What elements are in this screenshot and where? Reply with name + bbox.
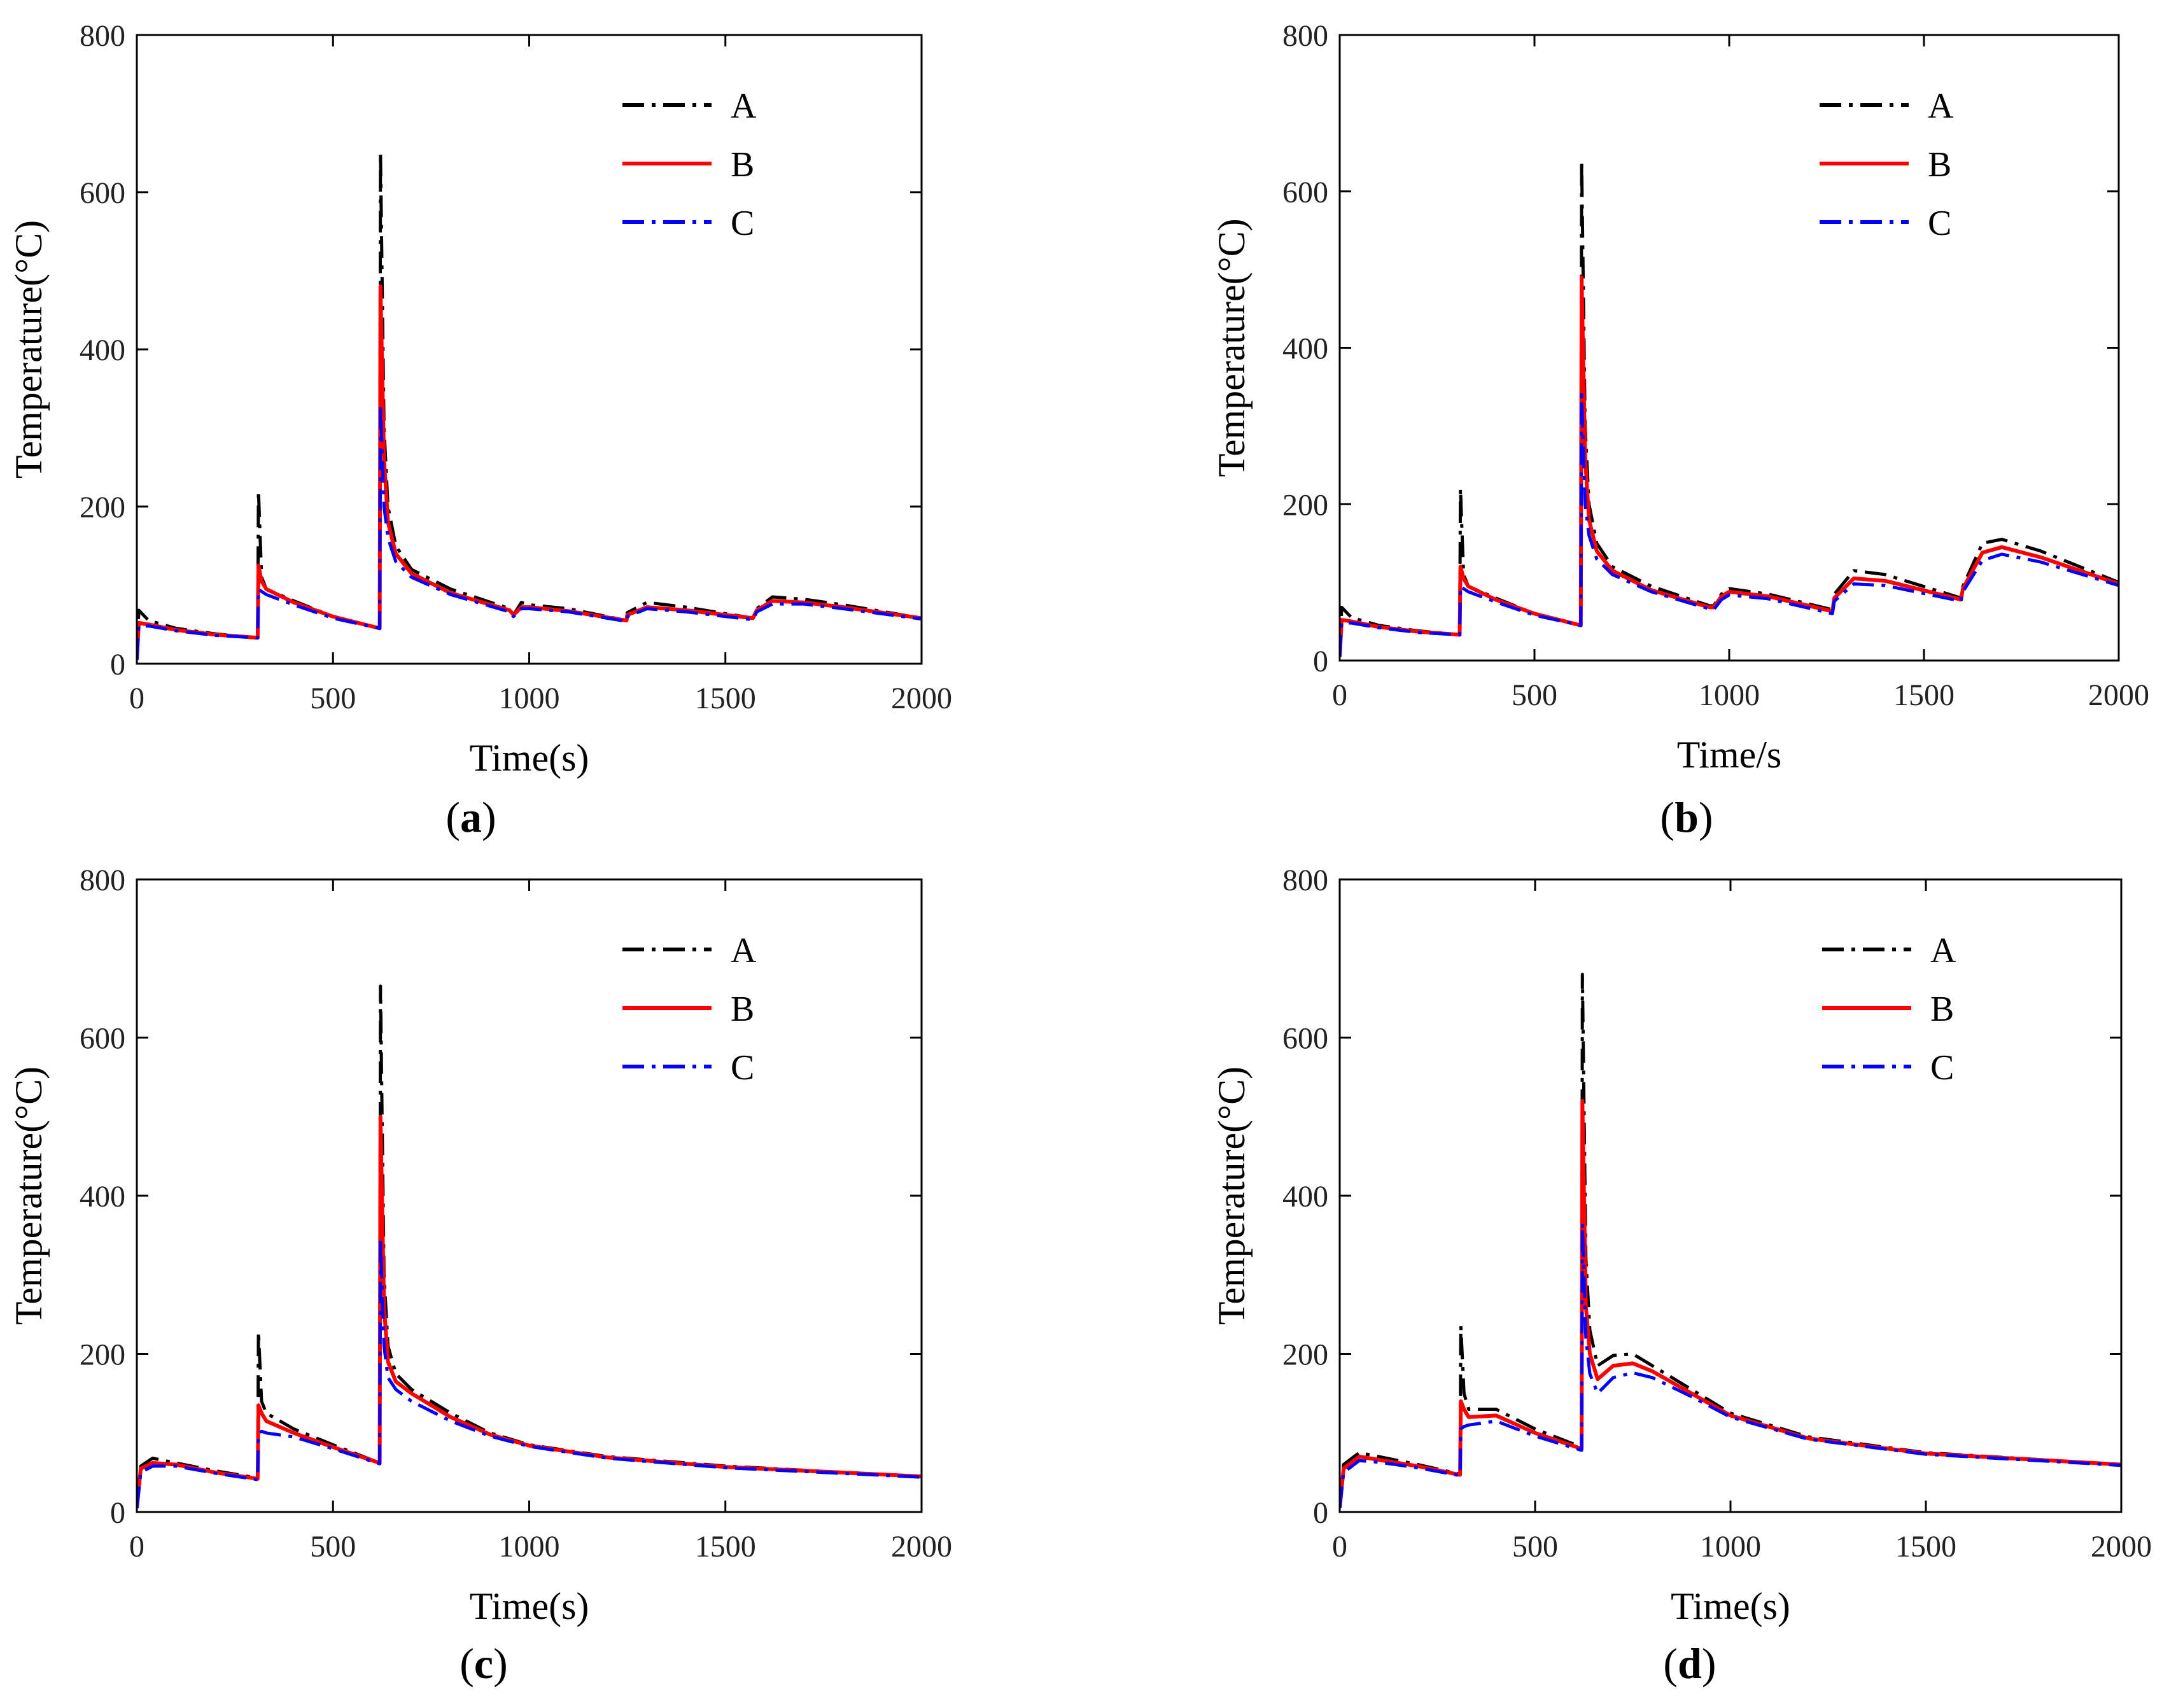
x-tick-label: 0 xyxy=(1332,678,1347,712)
x-tick-label: 1500 xyxy=(1895,1530,1956,1564)
legend-label-c: C xyxy=(731,204,754,243)
series-line-c xyxy=(1340,1222,2121,1509)
y-tick-label: 400 xyxy=(80,1180,125,1214)
legend-label-c: C xyxy=(1928,204,1951,243)
caption-d-letter: d xyxy=(1678,1639,1702,1688)
legend-label-b: B xyxy=(731,990,754,1029)
chart-c-svg: 0 500 1000 1500 2000 0 200 400 600 800 Time(s) Temp… xyxy=(8,864,952,1627)
caption-c-letter: c xyxy=(474,1639,494,1688)
y-tick-label: 600 xyxy=(1282,176,1328,209)
y-tick-label: 200 xyxy=(1282,1338,1328,1372)
x-tick-label: 1000 xyxy=(1700,1530,1761,1564)
x-tick-label: 1500 xyxy=(1893,678,1955,712)
x-tick-label: 2000 xyxy=(891,1530,952,1564)
x-tick-label: 2000 xyxy=(2088,678,2149,712)
y-tick-label: 600 xyxy=(80,1022,125,1056)
series-line-c xyxy=(1340,393,2119,657)
y-axis-label: Temperature(°C) xyxy=(1211,1067,1253,1325)
y-axis-label: Temperature(°C) xyxy=(8,220,50,479)
series-line-a xyxy=(1340,972,2121,1509)
series-line-b xyxy=(1340,275,2119,657)
legend-label-c: C xyxy=(1930,1048,1954,1088)
series-line-b xyxy=(137,1114,922,1509)
legend: ABC xyxy=(622,931,757,1088)
caption-b: (b) xyxy=(1660,793,1713,841)
legend: ABC xyxy=(1822,931,1956,1088)
y-tick-label: 200 xyxy=(80,1338,125,1372)
legend-label-a: A xyxy=(1930,931,1956,970)
chart-panel-b: 0 500 1000 1500 2000 0 200 400 600 800 Time/s Tempe… xyxy=(1203,0,2158,808)
series-line-a xyxy=(1340,158,2119,657)
chart-panel-d: 0 500 1000 1500 2000 0 200 400 600 800 Time(s) Temp… xyxy=(1203,853,2164,1655)
series-line-c xyxy=(137,1237,922,1509)
plot-frame xyxy=(136,34,923,665)
y-tick-label: 800 xyxy=(80,19,125,53)
y-tick-label: 0 xyxy=(1313,1496,1328,1530)
x-axis-label: Time(s) xyxy=(470,737,589,779)
x-tick-label: 0 xyxy=(129,1530,144,1564)
x-tick-label: 1000 xyxy=(499,1530,560,1564)
caption-a: (a) xyxy=(446,793,496,841)
plot-frame xyxy=(136,878,923,1513)
y-tick-label: 800 xyxy=(80,864,125,897)
chart-panel-c: 0 500 1000 1500 2000 0 200 400 600 800 Time(s) Temp… xyxy=(0,853,1082,1655)
y-axis-label: Temperature(°C) xyxy=(8,1067,50,1325)
y-tick-label: 0 xyxy=(110,648,125,682)
x-tick-label: 0 xyxy=(129,682,144,715)
x-tick-label: 0 xyxy=(1332,1530,1347,1564)
legend-label-a: A xyxy=(1928,87,1954,126)
x-tick-label: 500 xyxy=(310,682,356,715)
chart-panel-a: 0 500 1000 1500 2000 0 200 400 600 800 Time(s) Temp… xyxy=(0,0,1082,808)
legend: ABC xyxy=(1820,87,1954,243)
legend-label-c: C xyxy=(731,1048,754,1088)
x-tick-label: 1500 xyxy=(695,682,756,715)
legend-label-b: B xyxy=(1930,990,1954,1029)
series-group xyxy=(137,984,922,1509)
series-line-a xyxy=(137,984,922,1509)
series-line-a xyxy=(137,151,922,660)
x-tick-label: 500 xyxy=(1512,1530,1558,1564)
caption-b-letter: b xyxy=(1674,793,1699,841)
y-tick-label: 800 xyxy=(1282,19,1328,53)
x-axis-label: Time(s) xyxy=(1671,1585,1790,1627)
legend-label-a: A xyxy=(731,931,757,970)
y-tick-label: 400 xyxy=(80,333,125,367)
x-tick-label: 1000 xyxy=(499,682,560,715)
legend: ABC xyxy=(622,87,757,243)
y-tick-label: 200 xyxy=(80,491,125,524)
x-tick-label: 1500 xyxy=(695,1530,756,1564)
x-axis-label: Time(s) xyxy=(470,1585,589,1627)
series-line-c xyxy=(137,403,922,660)
x-tick-label: 500 xyxy=(1512,678,1557,712)
series-group xyxy=(137,151,922,660)
caption-d: (d) xyxy=(1663,1639,1716,1688)
series-group xyxy=(1340,972,2121,1509)
plot-frame xyxy=(1338,34,2120,662)
series-group xyxy=(1340,158,2119,657)
chart-b-svg: 0 500 1000 1500 2000 0 200 400 600 800 Time/s Tempe… xyxy=(1211,19,2149,776)
y-tick-label: 600 xyxy=(80,176,125,210)
y-tick-label: 0 xyxy=(110,1496,125,1530)
y-tick-label: 800 xyxy=(1282,864,1328,897)
x-tick-label: 2000 xyxy=(2091,1530,2152,1564)
y-tick-label: 400 xyxy=(1282,332,1328,366)
x-tick-label: 1000 xyxy=(1699,678,1760,712)
legend-label-b: B xyxy=(1928,145,1951,185)
x-tick-label: 500 xyxy=(310,1530,356,1564)
x-axis-label: Time/s xyxy=(1677,734,1782,776)
x-tick-label: 2000 xyxy=(891,682,952,715)
series-line-b xyxy=(1340,1098,2121,1509)
y-tick-label: 0 xyxy=(1313,645,1328,678)
chart-a-svg: 0 500 1000 1500 2000 0 200 400 600 800 Time(s) Temp… xyxy=(8,19,952,779)
legend-label-a: A xyxy=(731,87,757,126)
y-tick-label: 600 xyxy=(1282,1022,1328,1056)
chart-d-svg: 0 500 1000 1500 2000 0 200 400 600 800 Time(s) Temp… xyxy=(1211,864,2152,1627)
caption-a-letter: a xyxy=(460,793,482,841)
caption-c: (c) xyxy=(460,1639,508,1688)
legend-label-b: B xyxy=(731,145,754,185)
y-tick-label: 200 xyxy=(1282,488,1328,522)
y-axis-label: Temperature(°C) xyxy=(1211,218,1253,477)
y-tick-label: 400 xyxy=(1282,1180,1328,1214)
